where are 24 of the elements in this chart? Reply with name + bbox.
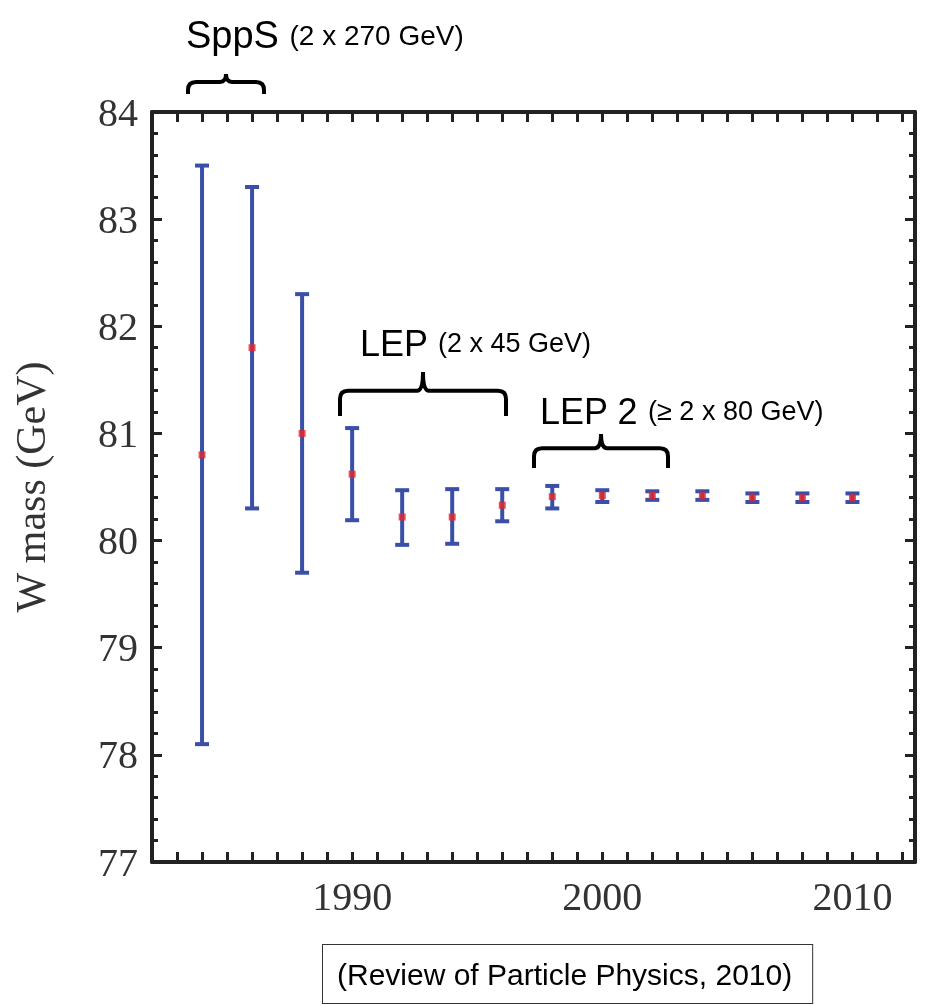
point: [548, 493, 556, 501]
y-tick-label: 84: [98, 89, 138, 135]
point: [298, 429, 306, 437]
point: [498, 501, 506, 509]
y-tick-label: 80: [98, 518, 138, 564]
y-tick-label: 79: [98, 625, 138, 671]
text: (Review of Particle Physics, 2010): [337, 957, 793, 991]
point: [448, 513, 456, 521]
point: [198, 451, 206, 459]
x-tick-label: 2000: [562, 873, 643, 919]
y-tick-label: 83: [98, 196, 138, 242]
annotation: LEP (2 x 45 GeV): [360, 322, 592, 364]
point: [348, 470, 356, 478]
x-tick-label: 2010: [812, 873, 893, 919]
y-tick-label: 82: [98, 303, 138, 349]
x-tick-label: 1990: [312, 873, 393, 919]
y-tick-label: 77: [98, 839, 138, 885]
y-tick-label: 81: [98, 410, 138, 456]
text: SppS (2 x 270 GeV): [186, 14, 464, 56]
point: [248, 344, 256, 352]
y-tick-label: 78: [98, 732, 138, 778]
y-axis-title: W mass (GeV): [8, 361, 55, 613]
annotation: LEP 2 (≥ 2 x 80 GeV): [540, 390, 824, 432]
point: [398, 513, 406, 521]
